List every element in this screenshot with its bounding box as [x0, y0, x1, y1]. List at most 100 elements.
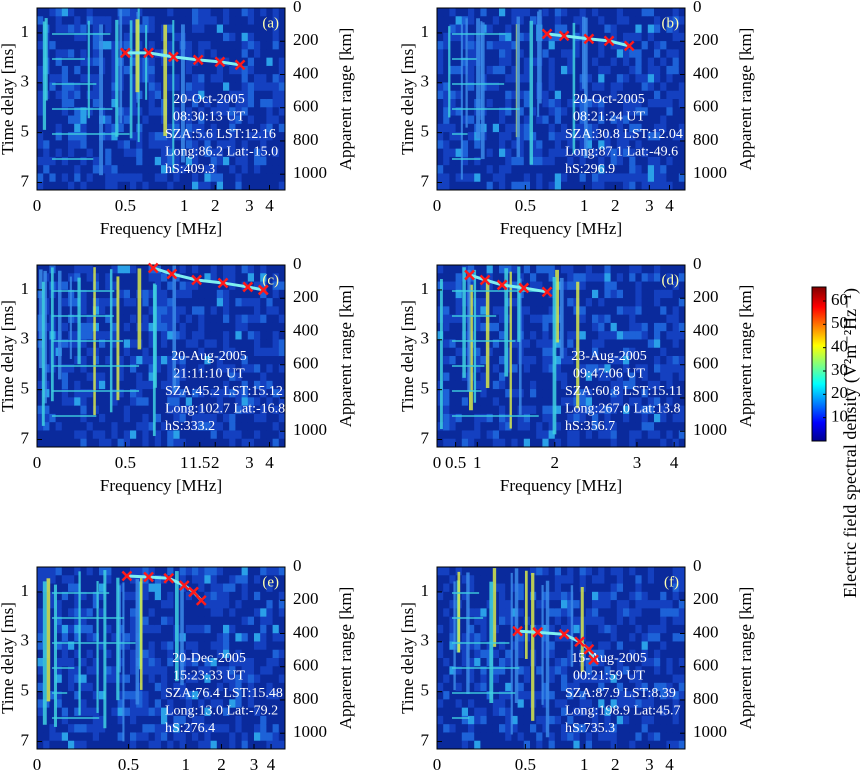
spectrogram-texture [185, 575, 193, 585]
plot-frame [36, 566, 286, 750]
spectrogram-texture [43, 265, 50, 274]
spectrogram-texture [68, 430, 75, 440]
spectrogram-texture [542, 173, 550, 183]
spectrogram-texture [654, 49, 661, 59]
spectrogram-texture [216, 107, 224, 117]
spectrogram-texture [585, 49, 593, 59]
spectrogram-texture [567, 16, 574, 26]
spectrogram-texture [486, 273, 494, 283]
spectrogram-texture [92, 591, 100, 601]
spectrogram-streak [440, 278, 443, 430]
spectrogram-texture [68, 691, 75, 700]
spectrogram-texture [647, 306, 655, 316]
spectrogram-texture [635, 148, 643, 158]
spectrogram-texture [635, 339, 643, 349]
spectrogram-texture [154, 600, 162, 609]
spectrogram-texture [192, 306, 199, 316]
spectrogram-texture [142, 156, 150, 166]
spectrogram-texture [616, 397, 624, 407]
spectrogram-texture [561, 306, 568, 316]
spectrogram-texture [604, 32, 612, 42]
spectrogram-texture [161, 666, 168, 676]
spectrogram-texture [585, 57, 593, 67]
trace-marker [214, 56, 226, 68]
spectrogram-texture [185, 608, 193, 618]
spectrogram-texture [443, 132, 450, 141]
spectrogram-texture [592, 422, 599, 431]
spectrogram-texture [629, 99, 636, 108]
x-tick-label: 1 [580, 196, 589, 215]
y-axis-label: Time delay [ms] [0, 602, 17, 714]
spectrogram-texture [672, 181, 680, 191]
spectrogram-streak [87, 20, 90, 119]
spectrogram-texture [678, 82, 686, 92]
spectrogram-texture [455, 140, 463, 150]
spectrogram-texture [592, 65, 599, 75]
spectrogram-texture [185, 16, 193, 26]
annotation: Long:13.0 Lat:-79.2 [165, 704, 278, 719]
spectrogram-texture [92, 99, 100, 108]
spectrogram-texture [461, 156, 469, 166]
spectrogram-texture [130, 641, 137, 651]
spectrogram-texture [654, 413, 661, 423]
spectrogram-texture [136, 364, 143, 374]
spectrogram-texture [99, 405, 106, 415]
spectrogram-texture [443, 314, 450, 324]
spectrogram-texture [136, 405, 143, 415]
spectrogram-texture [223, 165, 230, 174]
spectrogram-texture [579, 99, 587, 108]
spectrogram-texture [192, 41, 199, 50]
spectrogram-texture [542, 397, 550, 407]
spectrogram-texture [266, 49, 274, 59]
spectrogram-texture [672, 397, 680, 407]
spectrogram-texture [604, 99, 612, 108]
spectrogram-texture [148, 322, 156, 332]
spectrogram-texture [278, 674, 286, 684]
spectrogram-texture [216, 331, 224, 340]
spectrogram-texture [604, 107, 612, 117]
spectrogram-texture [567, 49, 574, 59]
spectrogram-texture [80, 682, 88, 692]
spectrogram-texture [536, 107, 543, 117]
spectrogram-texture [43, 132, 50, 141]
spectrogram-texture [130, 624, 137, 634]
spectrogram-texture [278, 364, 286, 374]
spectrogram-texture [105, 165, 112, 174]
spectrogram-texture [117, 682, 125, 692]
spectrogram-texture [499, 591, 506, 601]
spectrogram-texture [142, 740, 150, 750]
spectrogram-texture [68, 115, 75, 125]
spectrogram-texture [598, 380, 605, 390]
spectrogram-texture [192, 347, 199, 357]
spectrogram-texture [241, 633, 249, 642]
spectrogram-texture [142, 699, 150, 709]
spectrogram-texture [229, 591, 236, 601]
spectrogram-texture [254, 674, 261, 684]
spectrogram-texture [254, 347, 261, 357]
spectrogram-texture [117, 674, 125, 684]
spectrogram-texture [623, 389, 630, 398]
spectrogram-texture [505, 600, 512, 609]
spectrogram-texture [437, 624, 444, 634]
spectrogram-texture [266, 298, 274, 307]
spectrogram-texture [92, 413, 100, 423]
spectrogram-texture [629, 123, 636, 133]
spectrogram-texture [216, 16, 224, 26]
spectrogram-texture [505, 115, 512, 125]
spectrogram-texture [486, 438, 494, 448]
spectrogram-texture [86, 732, 94, 742]
spectrogram-texture [672, 265, 680, 274]
spectrogram-texture [55, 8, 63, 17]
spectrogram-texture [254, 273, 261, 283]
spectrogram-texture [136, 732, 143, 742]
spectrogram-texture [235, 583, 243, 593]
spectrogram-texture [210, 347, 218, 357]
spectrogram-texture [523, 364, 531, 374]
spectrogram-texture [216, 132, 224, 141]
spectrogram-texture [216, 608, 224, 618]
spectrogram-texture [117, 575, 125, 585]
spectrogram-texture [486, 575, 494, 585]
spectrogram-texture [461, 65, 469, 75]
spectrogram-texture [654, 16, 661, 26]
spectrogram-texture [455, 682, 463, 692]
